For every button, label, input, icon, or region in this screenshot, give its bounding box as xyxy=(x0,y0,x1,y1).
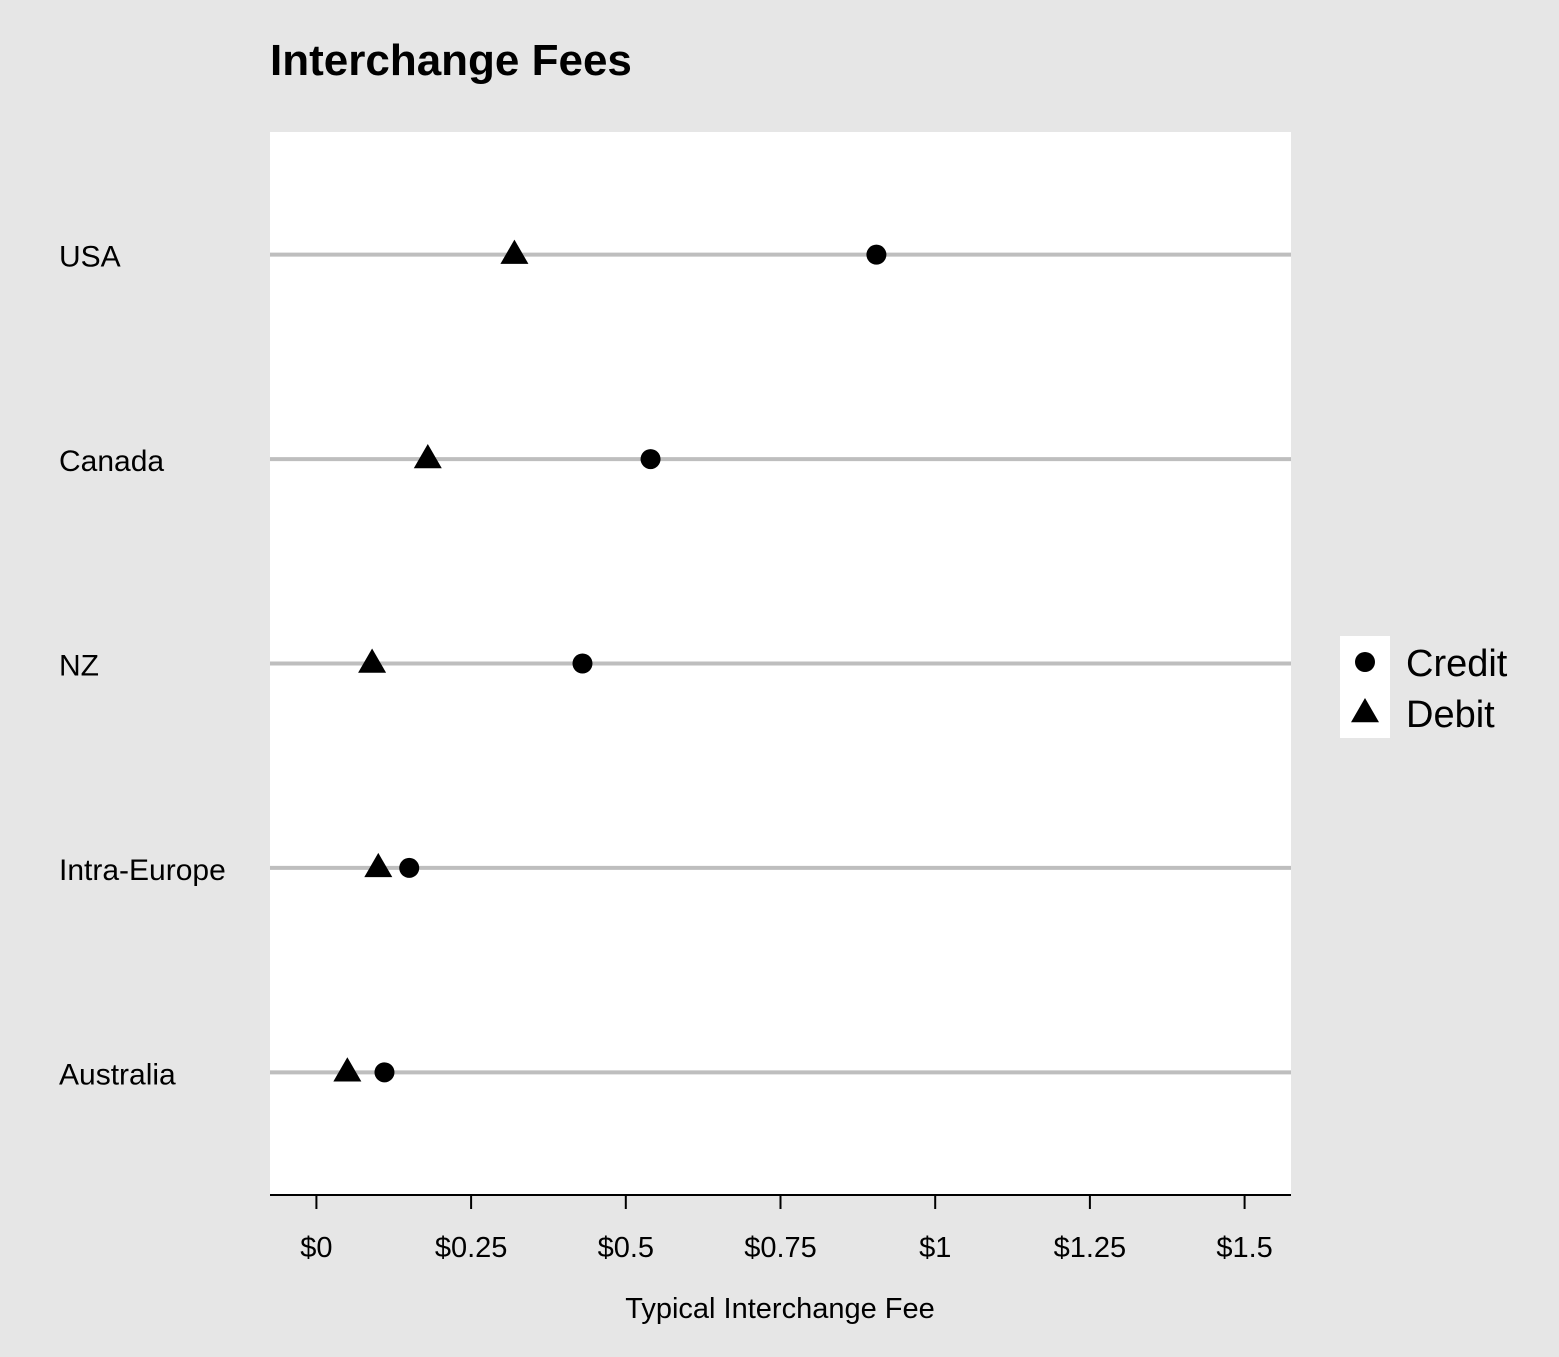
x-axis-label: Typical Interchange Fee xyxy=(625,1293,935,1325)
x-tick-label: $0.25 xyxy=(435,1232,508,1264)
legend: Credit Debit xyxy=(1340,636,1508,738)
x-tick-label: $1.5 xyxy=(1216,1232,1272,1264)
chart-title: Interchange Fees xyxy=(270,36,632,85)
x-tick-label: $0 xyxy=(300,1232,332,1264)
data-point-debit xyxy=(358,648,387,673)
legend-label: Debit xyxy=(1406,694,1495,736)
x-tick-label: $1 xyxy=(919,1232,951,1264)
data-point-debit xyxy=(500,239,529,264)
x-tick-label: $0.75 xyxy=(744,1232,817,1264)
data-point-debit xyxy=(364,852,393,878)
legend-marker-debit xyxy=(1351,697,1379,723)
category-label: NZ xyxy=(59,650,99,683)
category-label: USA xyxy=(59,241,121,274)
legend-key-box xyxy=(1340,636,1390,738)
data-point-credit xyxy=(640,449,661,470)
category-labels: USA Canada NZ Intra-Europe Australia xyxy=(59,241,226,1092)
data-point-debit xyxy=(413,444,442,469)
category-label: Australia xyxy=(59,1058,176,1091)
data-point-debit xyxy=(333,1057,362,1082)
x-tick-label: $0.5 xyxy=(598,1232,654,1264)
data-point-credit xyxy=(399,857,420,878)
data-point-credit xyxy=(374,1062,395,1083)
data-point-credit xyxy=(572,653,593,674)
legend-label: Credit xyxy=(1406,643,1508,685)
data-point-credit xyxy=(866,244,887,265)
legend-marker-credit xyxy=(1355,652,1375,672)
x-axis-ticks: $0 $0.25 $0.5 $0.75 $1 $1.25 $1.5 xyxy=(300,1195,1273,1264)
data-marks xyxy=(333,239,887,1083)
category-label: Canada xyxy=(59,445,164,478)
category-label: Intra-Europe xyxy=(59,854,226,887)
x-tick-label: $1.25 xyxy=(1054,1232,1127,1264)
gridlines xyxy=(270,252,1291,1075)
